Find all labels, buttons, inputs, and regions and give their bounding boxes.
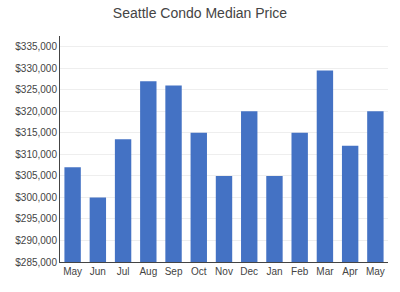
svg-text:Oct: Oct	[191, 266, 207, 277]
svg-text:$315,000: $315,000	[15, 127, 57, 138]
svg-text:Nov: Nov	[215, 266, 233, 277]
svg-text:Jul: Jul	[117, 266, 130, 277]
svg-text:May: May	[63, 266, 82, 277]
svg-text:Seattle Condo Median Price: Seattle Condo Median Price	[113, 5, 288, 21]
svg-text:$295,000: $295,000	[15, 213, 57, 224]
svg-text:$320,000: $320,000	[15, 106, 57, 117]
svg-text:Aug: Aug	[139, 266, 157, 277]
svg-text:$290,000: $290,000	[15, 235, 57, 246]
svg-text:$300,000: $300,000	[15, 192, 57, 203]
svg-text:$330,000: $330,000	[15, 63, 57, 74]
svg-text:Jun: Jun	[90, 266, 106, 277]
svg-text:$305,000: $305,000	[15, 170, 57, 181]
svg-text:$310,000: $310,000	[15, 149, 57, 160]
svg-text:Jan: Jan	[266, 266, 282, 277]
svg-text:Apr: Apr	[342, 266, 358, 277]
svg-text:$285,000: $285,000	[15, 257, 57, 268]
svg-text:Mar: Mar	[316, 266, 334, 277]
svg-text:May: May	[366, 266, 385, 277]
svg-text:$325,000: $325,000	[15, 84, 57, 95]
svg-text:$335,000: $335,000	[15, 41, 57, 52]
svg-text:Feb: Feb	[291, 266, 309, 277]
svg-text:Sep: Sep	[165, 266, 183, 277]
svg-text:Dec: Dec	[240, 266, 258, 277]
